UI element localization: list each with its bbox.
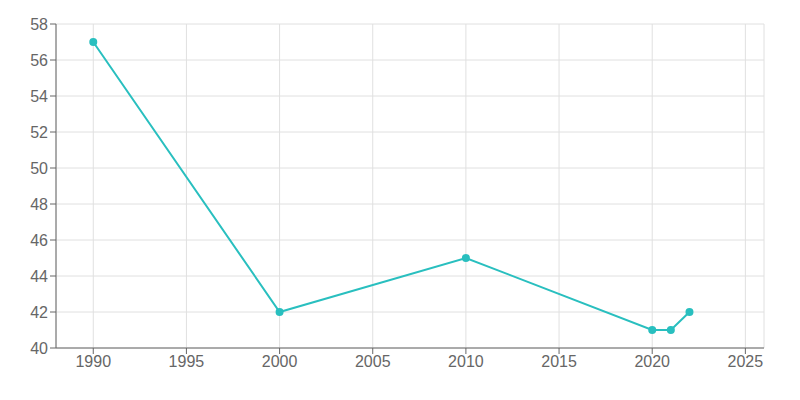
svg-text:1990: 1990 [75, 353, 111, 370]
svg-text:40: 40 [30, 340, 48, 357]
svg-text:50: 50 [30, 160, 48, 177]
svg-text:46: 46 [30, 232, 48, 249]
svg-text:48: 48 [30, 196, 48, 213]
svg-text:2020: 2020 [634, 353, 670, 370]
svg-text:2005: 2005 [355, 353, 391, 370]
svg-text:2000: 2000 [262, 353, 298, 370]
svg-text:2015: 2015 [541, 353, 577, 370]
svg-text:42: 42 [30, 304, 48, 321]
svg-text:58: 58 [30, 16, 48, 33]
svg-text:44: 44 [30, 268, 48, 285]
svg-text:2010: 2010 [448, 353, 484, 370]
svg-text:54: 54 [30, 88, 48, 105]
svg-text:56: 56 [30, 52, 48, 69]
svg-text:1995: 1995 [169, 353, 205, 370]
svg-text:2025: 2025 [728, 353, 764, 370]
svg-text:52: 52 [30, 124, 48, 141]
